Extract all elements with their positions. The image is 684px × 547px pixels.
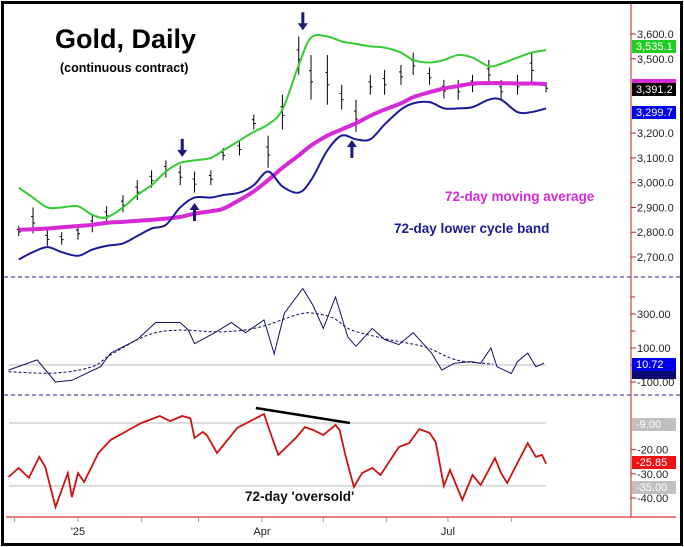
last-price-value: 3,391.2 (636, 84, 673, 96)
upper-reference-value: -9.00 (636, 419, 661, 431)
y-tick-label: 3,600.0 (637, 29, 674, 41)
y-tick-label: 3,100.0 (637, 153, 674, 165)
upper-band-value-box (632, 40, 676, 53)
y-tick-label: 300.00 (637, 309, 671, 321)
lower-reference-value: -35.00 (636, 482, 667, 494)
divergence-trendline (255, 406, 351, 425)
upper-band-value: 3,535.1 (636, 41, 673, 53)
lower-band-value: 3,299.7 (636, 107, 673, 119)
lower-band-line (18, 97, 547, 261)
lower-cycle-band-label: 72-day lower cycle band (394, 221, 550, 236)
y-tick-label: -30.00 (637, 469, 668, 481)
y-tick-label: 100.00 (637, 343, 671, 355)
cycle-indicator-value-box (632, 456, 676, 469)
lower-band-value-box (632, 106, 676, 119)
chart-title: Gold, Daily (55, 24, 197, 54)
y-tick-label: 3,500.0 (637, 54, 674, 66)
y-tick-label: -100.00 (637, 377, 674, 389)
oscillator-average-line (8, 312, 493, 374)
x-tick-label: Apr (253, 526, 270, 538)
oscillator-value: 10.72 (636, 359, 664, 371)
cycle-indicator-value: -25.85 (636, 457, 667, 469)
y-tick-label: -20.00 (637, 445, 668, 457)
moving-average-label: 72-day moving average (445, 189, 595, 204)
y-tick-label: 2,800.0 (637, 227, 674, 239)
y-tick-label: 3,200.0 (637, 128, 674, 140)
upper-band-line (18, 34, 547, 219)
last-price-value-box (632, 83, 676, 96)
y-tick-label: 2,700.0 (637, 252, 674, 264)
cycle-indicator-line (7, 412, 547, 511)
y-tick-label: -40.00 (637, 493, 668, 505)
arrow-up-icon (189, 202, 200, 221)
arrow-down-icon (177, 138, 188, 157)
oscillator-value-box (632, 358, 676, 371)
x-tick-label: Jul (441, 526, 455, 538)
upper-reference-value-box (632, 418, 676, 431)
arrow-down-icon (297, 12, 308, 31)
moving-average-value-box (632, 79, 676, 84)
arrow-up-icon (346, 140, 357, 159)
lower-reference-value-box (632, 481, 676, 494)
moving-average-line (18, 81, 547, 232)
y-tick-label: 2,900.0 (637, 202, 674, 214)
x-tick-label: '25 (71, 526, 85, 538)
y-tick-label: 3,000.0 (637, 178, 674, 190)
oscillator-line (8, 287, 545, 383)
oscillator-average-value-box (632, 371, 676, 379)
oversold-label: 72-day 'oversold' (245, 489, 355, 504)
chart-subtitle: (continuous contract) (60, 61, 189, 75)
